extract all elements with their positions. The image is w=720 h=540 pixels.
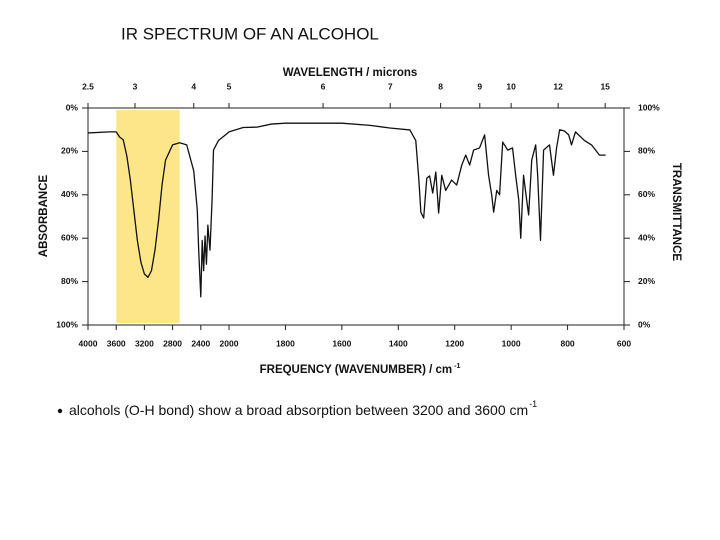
x-tick-label: 1800 [276, 338, 295, 348]
x2-tick-label: 10 [506, 81, 516, 91]
x-tick-label: 2000 [220, 338, 239, 348]
x-axis-title: FREQUENCY (WAVENUMBER) / cm -1 [260, 363, 461, 376]
x2-tick-label: 9 [477, 81, 482, 91]
slide-title: IR SPECTRUM OF AN ALCOHOL [121, 24, 379, 43]
x2-tick-label: 12 [553, 81, 563, 91]
x2-tick-label: 8 [438, 81, 443, 91]
y2-tick-label: 0% [66, 102, 79, 112]
x-tick-label: 1400 [389, 338, 408, 348]
x2-tick-label: 2.5 [82, 81, 94, 91]
x-tick-label: 800 [560, 338, 574, 348]
y-axis-title: TRANSMITTANCE [670, 163, 682, 261]
y-tick-label: 0% [638, 319, 651, 329]
y-tick-label: 80% [638, 146, 655, 156]
x-tick-label: 600 [617, 338, 631, 348]
y2-tick-label: 80% [61, 276, 78, 286]
x2-tick-label: 5 [227, 81, 232, 91]
y-tick-label: 60% [638, 189, 655, 199]
x2-tick-label: 7 [388, 81, 393, 91]
highlight-band [116, 110, 180, 323]
y-tick-label: 100% [638, 102, 660, 112]
x2-tick-label: 3 [133, 81, 138, 91]
x2-axis-title: WAVELENGTH / microns [283, 67, 418, 79]
plot-frame [87, 107, 625, 326]
bullet-text: alcohols (O-H bond) show a broad absorpt… [69, 399, 537, 417]
spectrum-line [87, 122, 606, 298]
x-tick-label: 2400 [191, 338, 210, 348]
y-tick-label: 20% [638, 276, 655, 286]
x-axis-title-main: FREQUENCY (WAVENUMBER) / cm [260, 364, 453, 376]
y2-tick-label: 60% [61, 232, 78, 242]
x2-tick-label: 4 [191, 81, 196, 91]
x-tick-label: 1000 [502, 338, 521, 348]
x-tick-label: 2800 [163, 338, 182, 348]
bullet-sup: -1 [529, 399, 537, 409]
bullet-dot [57, 408, 63, 414]
y2-tick-label: 20% [61, 146, 78, 156]
y2-tick-label: 40% [61, 189, 78, 199]
x2-tick-label: 6 [321, 81, 326, 91]
y2-tick-label: 100% [56, 319, 78, 329]
y-tick-label: 40% [638, 232, 655, 242]
bullet-main: alcohols (O-H bond) show a broad absorpt… [69, 402, 528, 418]
x-tick-label: 3200 [135, 338, 154, 348]
x-axis-title-sup: -1 [454, 363, 460, 370]
x-tick-label: 3600 [107, 338, 126, 348]
x2-tick-label: 15 [600, 81, 610, 91]
x-tick-label: 1600 [332, 338, 351, 348]
x-tick-label: 1200 [445, 338, 464, 348]
y2-axis-title: ABSORBANCE [38, 174, 50, 257]
x-tick-label: 4000 [79, 338, 98, 348]
